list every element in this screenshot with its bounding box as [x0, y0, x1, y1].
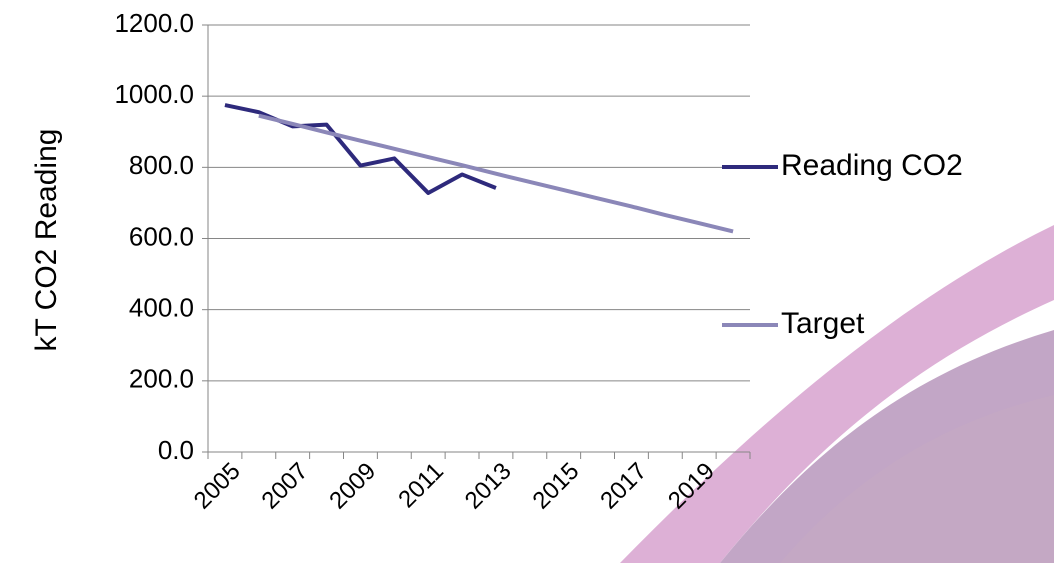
x-tick-label: 2017: [595, 458, 652, 515]
chart: kT CO2 Reading 0.0 200.0 400.0 600.0 800.0 10…: [0, 0, 1054, 563]
x-tick-label: 2011: [393, 458, 449, 514]
legend-label: Target: [781, 307, 865, 340]
x-tick-label: 2015: [528, 458, 585, 515]
legend-label: Reading CO2: [781, 149, 963, 182]
y-tick-label: 1000.0: [114, 79, 194, 109]
x-tick-label: 2007: [257, 458, 314, 515]
page: kT CO2 Reading 0.0 200.0 400.0 600.0 800.0 10…: [0, 0, 1054, 563]
y-axis-title: kT CO2 Reading: [30, 129, 63, 352]
y-tick-label: 800.0: [129, 150, 194, 180]
y-tick-label: 200.0: [129, 364, 194, 394]
data-line: [259, 116, 733, 232]
y-tick-label: 400.0: [129, 293, 194, 323]
y-tick-label: 600.0: [129, 221, 194, 251]
y-tick-label: 0.0: [158, 435, 194, 465]
x-tick-label: 2009: [324, 458, 381, 515]
y-tick-label: 1200.0: [114, 8, 194, 38]
x-tick-label: 2005: [189, 458, 246, 515]
x-tick-label: 2013: [460, 458, 517, 515]
